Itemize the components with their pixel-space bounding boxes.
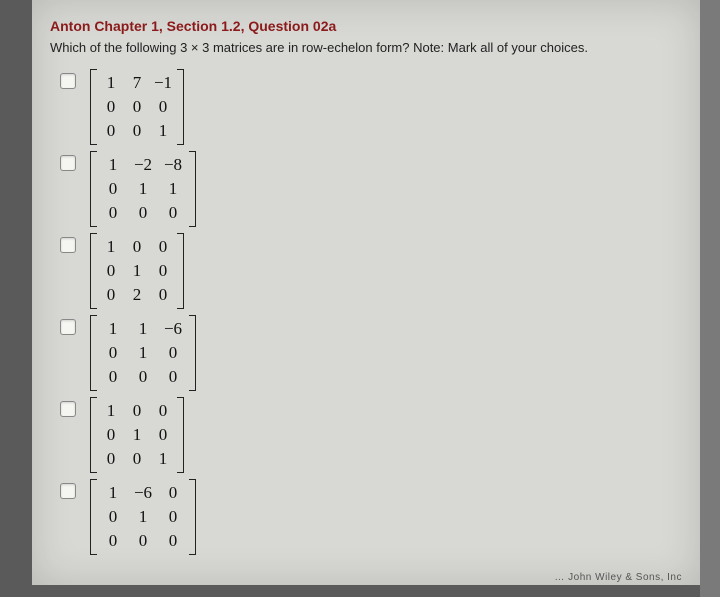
- matrix-row: 11−6: [98, 317, 188, 341]
- choice-row: 1−60010000: [60, 479, 682, 555]
- choice-checkbox[interactable]: [60, 401, 76, 417]
- matrix-cell: 0: [150, 399, 176, 423]
- matrix-row: 001: [98, 447, 176, 471]
- matrix: 100010020: [90, 233, 184, 309]
- question-prompt: Which of the following 3 × 3 matrices ar…: [50, 40, 682, 55]
- matrix-cell: 0: [124, 95, 150, 119]
- matrix-cell: 1: [128, 317, 158, 341]
- choice-row: 1−2−8011000: [60, 151, 682, 227]
- matrix-cell: 0: [98, 423, 124, 447]
- matrix-cell: 0: [98, 119, 124, 143]
- matrix-cell: 7: [124, 71, 150, 95]
- matrix-cell: 0: [158, 529, 188, 553]
- matrix-cell: 0: [98, 283, 124, 307]
- matrix-cell: 1: [124, 259, 150, 283]
- matrix-cell: 2: [124, 283, 150, 307]
- matrix-row: 1−60: [98, 481, 188, 505]
- matrix-cell: 0: [98, 259, 124, 283]
- matrix-cell: 0: [98, 95, 124, 119]
- matrix-row: 010: [98, 341, 188, 365]
- footer-text: … John Wiley & Sons, Inc: [554, 572, 682, 583]
- matrix-cell: 0: [124, 119, 150, 143]
- matrix-cell: 0: [150, 283, 176, 307]
- matrix-row: 010: [98, 505, 188, 529]
- matrix: 11−6010000: [90, 315, 196, 391]
- matrix-cell: 0: [150, 423, 176, 447]
- choice-row: 11−6010000: [60, 315, 682, 391]
- matrix-cell: 1: [128, 177, 158, 201]
- matrix-cell: 0: [124, 447, 150, 471]
- matrix-row: 001: [98, 119, 176, 143]
- matrix-cell: 0: [150, 235, 176, 259]
- matrix-row: 000: [98, 365, 188, 389]
- matrix: 17−1000001: [90, 69, 184, 145]
- matrix-cell: 1: [158, 177, 188, 201]
- matrix-cell: 1: [128, 341, 158, 365]
- matrix-cell: 0: [158, 481, 188, 505]
- matrix-cell: −6: [158, 317, 188, 341]
- matrix-cell: 1: [150, 119, 176, 143]
- page-edge: [700, 0, 720, 597]
- matrix-cell: 1: [98, 153, 128, 177]
- choice-row: 100010020: [60, 233, 682, 309]
- matrix-row: 17−1: [98, 71, 176, 95]
- matrix-cell: −8: [158, 153, 188, 177]
- matrix-row: 020: [98, 283, 176, 307]
- matrix-cell: 1: [128, 505, 158, 529]
- matrix-row: 1−2−8: [98, 153, 188, 177]
- matrix-cell: 0: [128, 201, 158, 225]
- matrix-cell: 0: [98, 365, 128, 389]
- choice-checkbox[interactable]: [60, 155, 76, 171]
- matrix-cell: 0: [158, 201, 188, 225]
- choice-list: 17−10000011−2−801100010001002011−6010000…: [60, 69, 682, 555]
- choice-checkbox[interactable]: [60, 237, 76, 253]
- matrix-cell: −1: [150, 71, 176, 95]
- matrix-cell: 0: [98, 201, 128, 225]
- matrix-cell: 0: [98, 529, 128, 553]
- matrix-cell: 1: [124, 423, 150, 447]
- matrix-cell: 1: [98, 481, 128, 505]
- matrix: 100010001: [90, 397, 184, 473]
- matrix-row: 000: [98, 95, 176, 119]
- matrix-row: 010: [98, 259, 176, 283]
- matrix-cell: 0: [98, 505, 128, 529]
- matrix-cell: 0: [158, 365, 188, 389]
- matrix-cell: 0: [128, 365, 158, 389]
- matrix-row: 100: [98, 399, 176, 423]
- matrix-cell: 0: [124, 399, 150, 423]
- matrix-cell: 0: [158, 505, 188, 529]
- matrix-cell: 1: [98, 317, 128, 341]
- matrix: 1−60010000: [90, 479, 196, 555]
- matrix-cell: 1: [98, 71, 124, 95]
- matrix-row: 000: [98, 529, 188, 553]
- matrix-cell: 0: [98, 447, 124, 471]
- matrix-row: 000: [98, 201, 188, 225]
- choice-checkbox[interactable]: [60, 319, 76, 335]
- matrix-cell: 0: [150, 95, 176, 119]
- matrix-row: 010: [98, 423, 176, 447]
- matrix-cell: 0: [150, 259, 176, 283]
- matrix-cell: 1: [98, 399, 124, 423]
- matrix-cell: 0: [158, 341, 188, 365]
- choice-checkbox[interactable]: [60, 73, 76, 89]
- question-title: Anton Chapter 1, Section 1.2, Question 0…: [50, 18, 682, 34]
- matrix: 1−2−8011000: [90, 151, 196, 227]
- matrix-cell: 0: [98, 341, 128, 365]
- matrix-row: 100: [98, 235, 176, 259]
- matrix-cell: 0: [124, 235, 150, 259]
- matrix-cell: −6: [128, 481, 158, 505]
- matrix-cell: −2: [128, 153, 158, 177]
- choice-row: 100010001: [60, 397, 682, 473]
- matrix-cell: 1: [98, 235, 124, 259]
- matrix-row: 011: [98, 177, 188, 201]
- matrix-cell: 0: [128, 529, 158, 553]
- choice-checkbox[interactable]: [60, 483, 76, 499]
- question-page: Anton Chapter 1, Section 1.2, Question 0…: [32, 0, 700, 585]
- choice-row: 17−1000001: [60, 69, 682, 145]
- matrix-cell: 1: [150, 447, 176, 471]
- matrix-cell: 0: [98, 177, 128, 201]
